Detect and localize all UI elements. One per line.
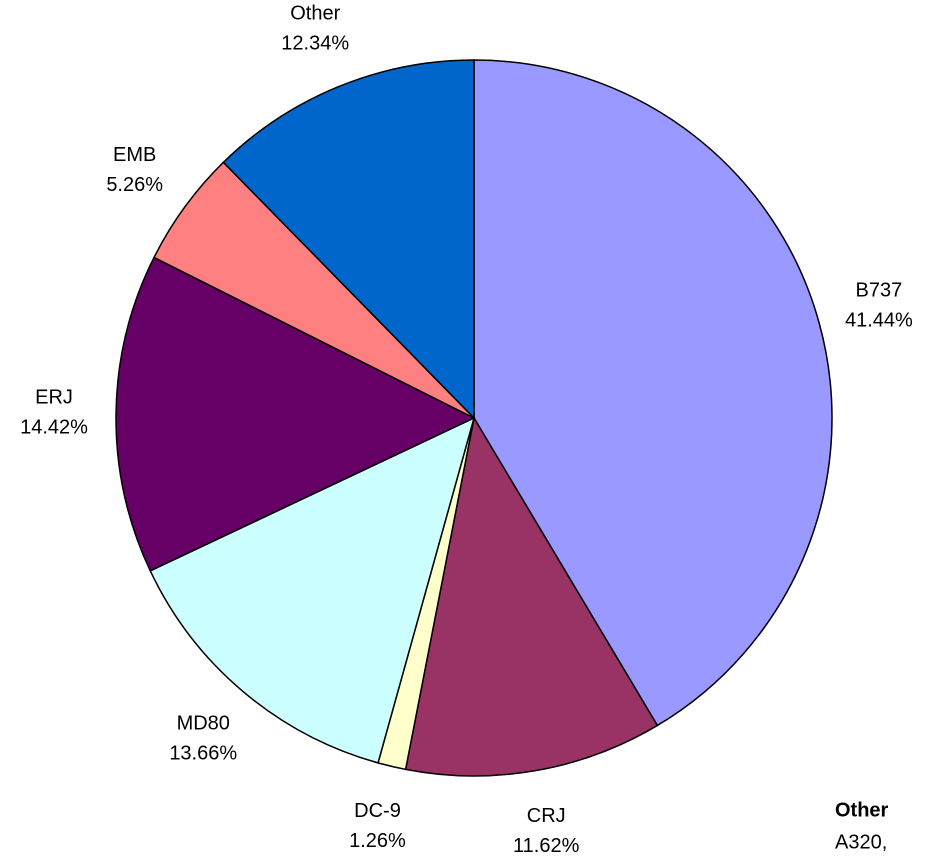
pie-slice	[115, 256, 476, 572]
slice-name: ERJ	[35, 386, 73, 408]
slice-value-label: 14.42%	[20, 416, 88, 438]
slice-name: EMB	[113, 144, 156, 166]
pie-slice	[222, 59, 475, 420]
slice-value-label: 12.34%	[281, 32, 349, 54]
slice-name: B737	[856, 280, 903, 302]
slice-name: Other	[290, 2, 340, 24]
slice-name: DC-9	[354, 800, 401, 822]
slice-value-label: 1.26%	[349, 830, 406, 852]
note-title: Other	[835, 799, 889, 821]
slice-value-label: 13.66%	[169, 742, 237, 764]
slice-value-label: 5.26%	[106, 174, 163, 196]
slice-name: MD80	[177, 712, 230, 734]
slice-name: CRJ	[527, 805, 566, 827]
slice-value-label: 41.44%	[845, 310, 913, 332]
pie-slice	[473, 59, 833, 727]
pie-slice	[404, 415, 659, 777]
note-text: A320,	[835, 831, 887, 853]
slice-value-label: 11.62%	[513, 835, 580, 857]
pie-slice	[149, 416, 476, 764]
